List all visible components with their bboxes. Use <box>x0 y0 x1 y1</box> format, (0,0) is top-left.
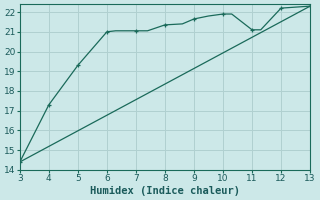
X-axis label: Humidex (Indice chaleur): Humidex (Indice chaleur) <box>90 186 240 196</box>
